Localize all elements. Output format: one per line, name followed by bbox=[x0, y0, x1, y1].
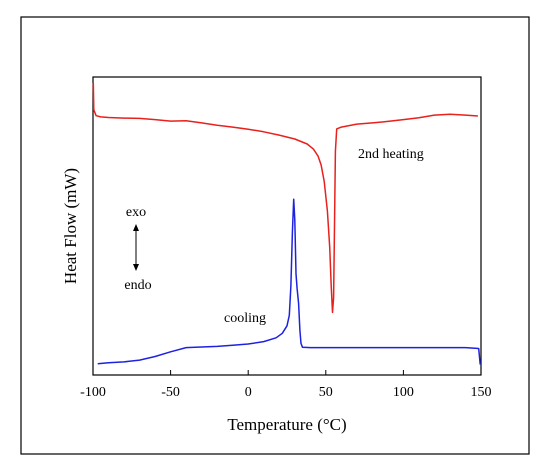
annotation-cooling: cooling bbox=[224, 311, 266, 326]
series-line-cooling bbox=[97, 198, 481, 365]
exo-endo-indicator: exo endo bbox=[124, 205, 151, 293]
y-axis-title: Heat Flow (mW) bbox=[61, 168, 80, 284]
annotation-exo: exo bbox=[126, 205, 146, 220]
x-tick-label: 0 bbox=[245, 385, 252, 400]
arrow-down-icon bbox=[133, 264, 139, 271]
x-tick-label: 50 bbox=[319, 385, 333, 400]
x-axis-ticks: -100 -50 0 50 100 150 bbox=[80, 370, 492, 400]
x-axis-title: Temperature (°C) bbox=[227, 415, 346, 434]
series-line-2nd-heating bbox=[92, 82, 478, 314]
x-tick-label: 100 bbox=[393, 385, 414, 400]
annotation-endo: endo bbox=[124, 278, 151, 293]
arrow-up-icon bbox=[133, 224, 139, 231]
x-tick-label: -50 bbox=[161, 385, 180, 400]
x-tick-label: -100 bbox=[80, 385, 106, 400]
x-tick-label: 150 bbox=[471, 385, 492, 400]
annotation-2nd-heating: 2nd heating bbox=[358, 147, 424, 162]
plot-area bbox=[92, 76, 482, 376]
figure-border bbox=[20, 16, 530, 455]
